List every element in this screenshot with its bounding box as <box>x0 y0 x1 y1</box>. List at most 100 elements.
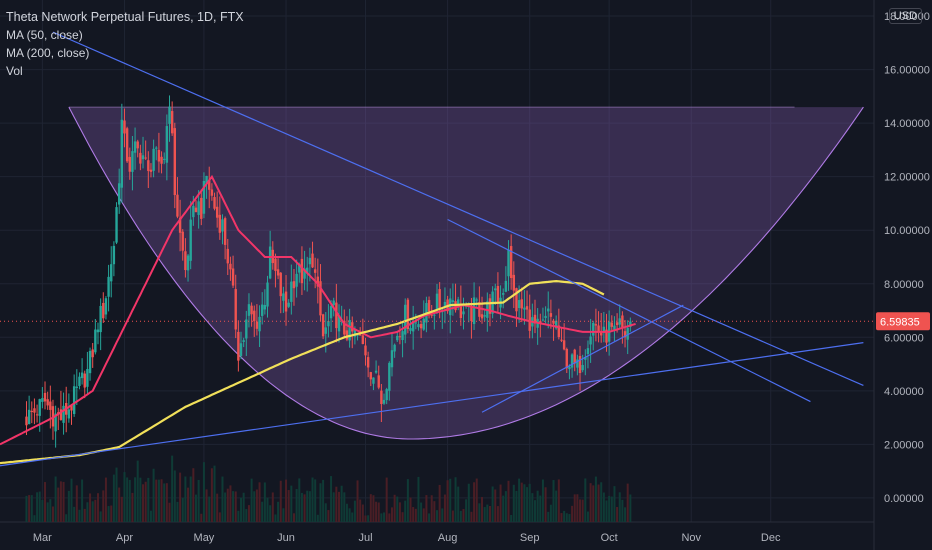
volume-bar <box>287 490 290 522</box>
candle-body <box>33 408 36 413</box>
candle-body <box>369 372 372 380</box>
currency-label[interactable]: USD <box>888 8 922 24</box>
candle-body <box>213 197 216 209</box>
volume-bar <box>136 460 139 522</box>
volume-bar <box>523 484 526 522</box>
volume-bar <box>319 483 322 522</box>
volume-bar <box>557 479 560 522</box>
volume-bar <box>438 484 441 522</box>
candle-body <box>308 257 312 265</box>
volume-bar <box>605 500 608 522</box>
volume-bar <box>112 474 115 522</box>
candle-body <box>287 302 290 307</box>
candle-body <box>202 180 206 214</box>
volume-bar <box>213 465 216 522</box>
x-tick-label: Apr <box>116 532 133 544</box>
candle-body <box>141 155 145 160</box>
volume-bar <box>481 497 484 522</box>
candle-body <box>258 316 261 332</box>
volume-bar <box>533 500 536 522</box>
legend-ma200[interactable]: MA (200, close) <box>6 46 90 60</box>
candle-body <box>155 147 158 149</box>
volume-bar <box>142 484 145 522</box>
volume-bar <box>253 491 256 522</box>
candle-body <box>94 329 97 353</box>
candle-body <box>541 319 545 321</box>
candle-body <box>390 350 394 368</box>
volume-bar <box>449 478 452 522</box>
candle-body <box>88 350 92 374</box>
candle-body <box>597 325 600 332</box>
volume-bar <box>187 487 190 522</box>
volume-bar <box>242 492 245 522</box>
volume-bar <box>57 487 60 522</box>
candle-body <box>147 160 150 171</box>
volume-bar <box>73 506 76 522</box>
volume-bar <box>390 507 393 522</box>
candle-body <box>589 336 592 345</box>
y-tick-label: 6.00000 <box>884 332 924 344</box>
volume-bar <box>266 497 269 522</box>
volume-bar <box>205 489 208 522</box>
volume-bar <box>398 502 401 522</box>
volume-bar <box>499 484 502 522</box>
y-axis: 18.00000 16.00000 14.00000 12.00000 10.00000… <box>884 11 930 505</box>
candle-body <box>136 141 139 149</box>
candle-body <box>507 249 510 277</box>
candle-body <box>602 326 606 333</box>
volume-bar <box>298 478 301 522</box>
candle-body <box>621 315 624 329</box>
volume-bar <box>277 501 280 522</box>
candle-body <box>321 314 325 337</box>
chart-title[interactable]: Theta Network Perpetual Futures, 1D, FTX <box>6 10 244 24</box>
legend-ma50[interactable]: MA (50, close) <box>6 28 83 42</box>
legend-vol[interactable]: Vol <box>6 64 23 78</box>
volume-bar <box>126 477 129 522</box>
candle-body <box>46 399 49 406</box>
volume-bar <box>261 501 264 522</box>
volume-bar <box>131 492 134 522</box>
candles <box>25 95 632 448</box>
volume-bar <box>107 506 110 522</box>
volume-bar <box>149 510 152 522</box>
volume-bar <box>436 510 438 522</box>
volume-bar <box>629 494 632 522</box>
candle-body <box>144 157 147 159</box>
volume-bar <box>25 495 28 522</box>
volume-bar <box>282 508 285 522</box>
volume-bar <box>618 492 621 522</box>
volume-bar <box>49 499 52 522</box>
candle-body <box>374 370 378 373</box>
volume-bar <box>470 511 473 522</box>
candle-body <box>70 405 73 411</box>
candle-body <box>99 305 102 333</box>
volume-bar <box>255 489 258 522</box>
candle-body <box>279 272 282 297</box>
volume-bar <box>589 483 592 522</box>
candle-body <box>472 297 476 325</box>
candle-body <box>123 120 126 134</box>
volume-bar <box>441 508 444 522</box>
candle-body <box>210 189 214 196</box>
candle-body <box>242 340 245 342</box>
candle-body <box>27 409 31 425</box>
volume-bar <box>552 480 555 522</box>
candle-body <box>178 217 182 233</box>
candle-body <box>234 289 237 330</box>
candle-body <box>385 389 388 401</box>
candle-body <box>176 194 179 217</box>
candle-body <box>250 305 253 315</box>
pattern-overlay <box>68 106 864 440</box>
candle-body <box>422 318 425 330</box>
volume-bar <box>526 487 529 522</box>
x-axis: Mar Apr May Jun Jul Aug Sep Oct Nov Dec <box>33 532 781 544</box>
candle-body <box>525 306 529 310</box>
volume-bar <box>208 496 211 522</box>
volume-bar <box>549 504 552 522</box>
volume-bar <box>70 478 73 522</box>
x-tick-label: Oct <box>601 532 618 544</box>
candle-body <box>117 183 121 205</box>
candle-body <box>329 306 333 319</box>
volume-bar <box>488 505 491 522</box>
